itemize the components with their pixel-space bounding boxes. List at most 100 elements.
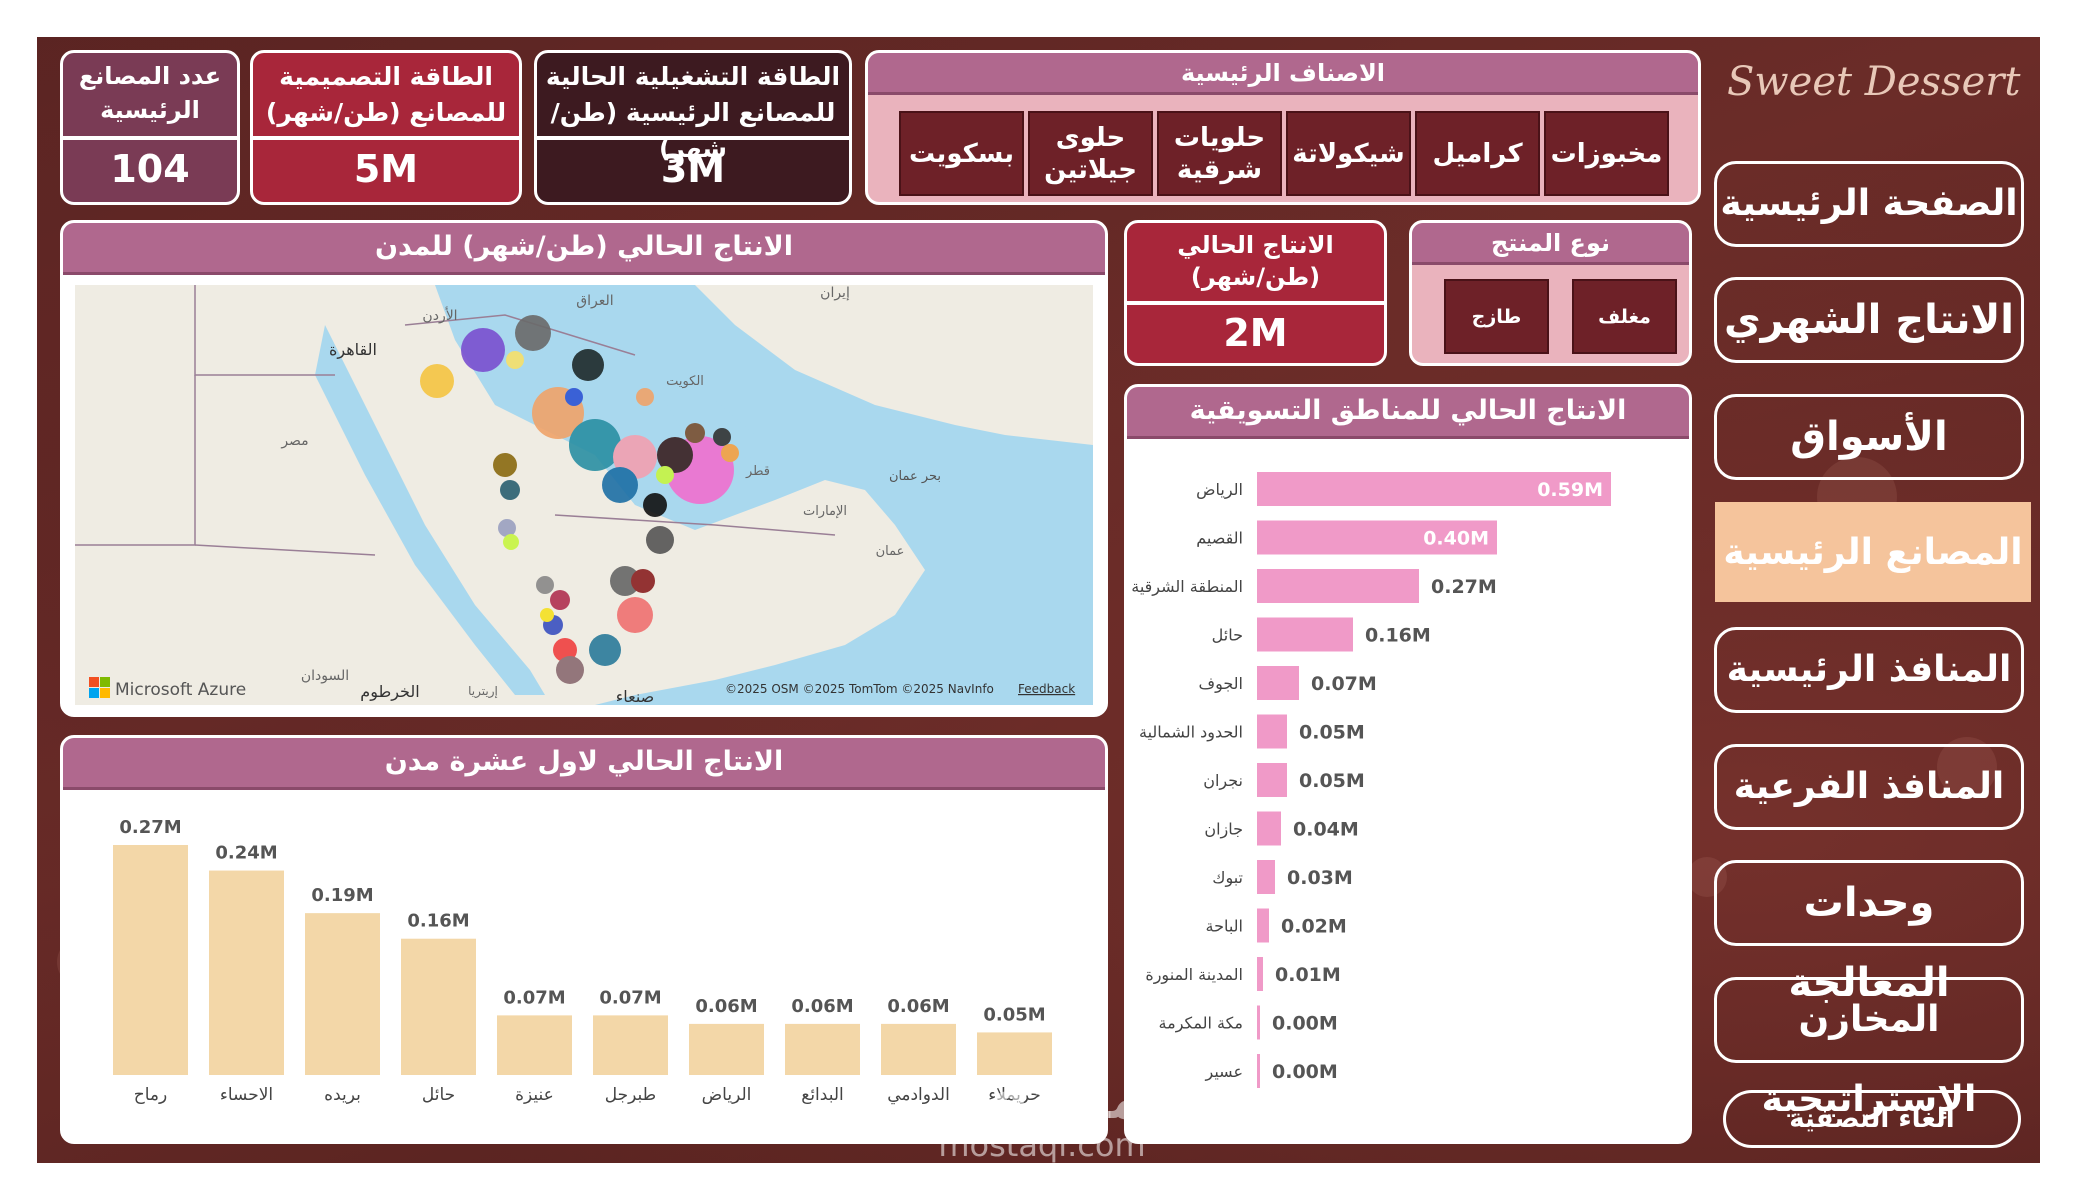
city-bubble[interactable] [503,534,519,550]
city-bubble[interactable] [498,519,516,537]
category-label: كراميل [1432,138,1523,169]
region-category-label: المدينة المنورة [1145,965,1243,985]
category-button-jelly[interactable]: حلوى جيلاتين [1028,111,1153,196]
region-bar[interactable] [1257,520,1497,555]
city-bar[interactable] [113,845,188,1075]
categories-slicer: الاصناف الرئيسية مخبوزات كراميل شيكولاتة… [865,50,1701,205]
city-bubble[interactable] [602,467,638,503]
category-label: حلويات [1173,122,1266,153]
product-type-title: نوع المنتج [1412,223,1689,265]
city-bubble[interactable] [636,388,654,406]
region-bar[interactable] [1257,860,1275,894]
region-bar[interactable] [1257,569,1419,603]
city-bar[interactable] [209,870,284,1075]
city-bubble[interactable] [721,444,739,462]
city-bubble[interactable] [550,590,570,610]
city-value-label: 0.07M [599,987,661,1008]
region-bar[interactable] [1257,1005,1260,1040]
city-bubble[interactable] [565,388,583,406]
city-bubble[interactable] [556,656,584,684]
watermark: مستقل mostaql.com [917,1072,1167,1163]
city-bubble[interactable] [617,597,653,633]
city-bubble[interactable] [540,608,554,622]
category-button-biscuits[interactable]: بسكويت [899,111,1024,196]
city-bubble[interactable] [493,453,517,477]
regions-chart-title: الانتاج الحالي للمناطق التسويقية [1127,387,1689,439]
nav-button-label: المنافذ الفرعية [1733,766,2005,807]
dashboard-frame: عدد المصانع الرئيسية 104 الطاقة التصميمي… [37,37,2040,1163]
city-bubble[interactable] [713,428,731,446]
city-bar[interactable] [977,1032,1052,1075]
city-bar[interactable] [689,1023,764,1075]
city-bubble[interactable] [506,351,524,369]
nav-button-4[interactable]: المصانع الرئيسية [1715,502,2031,602]
category-button-caramel[interactable]: كراميل [1415,111,1540,196]
nav-button-6[interactable]: المنافذ الفرعية [1714,744,2024,830]
city-bar[interactable] [497,1015,572,1075]
city-bubble[interactable] [589,634,621,666]
region-value-label: 0.00M [1272,1061,1338,1083]
product-type-fresh-button[interactable]: طازج [1444,279,1549,354]
map-feedback-link[interactable]: Feedback [1018,682,1075,696]
category-button-bakery[interactable]: مخبوزات [1544,111,1669,196]
city-bubble[interactable] [631,569,655,593]
product-type-wrapped-button[interactable]: مغلف [1572,279,1677,354]
city-bubble[interactable] [569,419,621,471]
city-bubble[interactable] [461,328,505,372]
nav-button-7[interactable]: وحدات المعالجة [1714,860,2024,1006]
region-bar[interactable] [1257,811,1281,846]
region-bar[interactable] [1257,714,1287,749]
map-canvas[interactable]: القاهرة الأردن العراق إيران مصر الكويت ق… [75,285,1093,705]
cities-chart-title: الانتاج الحالي لاول عشرة مدن [63,738,1105,790]
region-bar[interactable] [1257,1054,1260,1088]
city-bar[interactable] [785,1023,860,1075]
region-bar[interactable] [1257,666,1299,700]
category-label-2: شرقية [1176,154,1263,185]
kpi-current-production-card: الانتاج الحالي (طن/شهر) 2M [1124,220,1387,366]
land-africa [75,345,575,705]
nav-button-8[interactable]: المخازن الإستراتيجية [1714,977,2024,1120]
city-bubble[interactable] [515,315,551,351]
region-bar[interactable] [1257,472,1611,506]
region-bar[interactable] [1257,908,1269,943]
city-bubbles [420,315,739,684]
city-bubble[interactable] [420,364,454,398]
city-bubble[interactable] [553,638,577,662]
azure-logo-icon-part [89,688,99,698]
city-bubble[interactable] [643,493,667,517]
city-value-label: 0.07M [503,987,565,1008]
nav-button-label: الأسواق [1790,414,1948,460]
city-bubble[interactable] [657,437,693,473]
nav-button-2[interactable]: الانتاج الشهري [1714,277,2024,363]
nav-button-5[interactable]: المنافذ الرئيسية [1714,627,2024,713]
city-bubble[interactable] [685,423,705,443]
city-bubble[interactable] [646,526,674,554]
nav-button-1[interactable]: الصفحة الرئيسية [1714,161,2024,247]
category-button-oriental-sweets[interactable]: حلويات شرقية [1157,111,1282,196]
city-bubble[interactable] [572,349,604,381]
kpi-operating-capacity-value: 3M [660,147,726,191]
city-bar[interactable] [593,1015,668,1075]
map-label-egypt: مصر [280,433,308,449]
city-value-label: 0.06M [791,996,853,1017]
city-bar[interactable] [881,1023,956,1075]
city-bubble[interactable] [656,466,674,484]
city-value-label: 0.16M [407,911,469,932]
region-bar[interactable] [1257,617,1353,652]
nav-button-label: المصانع الرئيسية [1723,532,2023,573]
city-bar[interactable] [401,938,476,1075]
category-button-chocolate[interactable]: شيكولاتة [1286,111,1411,196]
nav-button-label: المنافذ الرئيسية [1726,649,2012,690]
region-bar[interactable] [1257,763,1287,797]
region-bar[interactable] [1257,957,1263,991]
city-value-label: 0.24M [215,843,277,864]
category-label: شيكولاتة [1292,138,1405,169]
clear-filter-button[interactable]: الغاء التصفية [1723,1090,2021,1148]
city-bubble[interactable] [610,566,640,596]
city-bar[interactable] [305,913,380,1075]
city-bubble[interactable] [536,576,554,594]
city-bubble[interactable] [500,480,520,500]
city-value-label: 0.27M [119,817,181,838]
nav-button-3[interactable]: الأسواق [1714,394,2024,480]
kpi-current-production-label-2: (طن/شهر) [1190,263,1321,291]
